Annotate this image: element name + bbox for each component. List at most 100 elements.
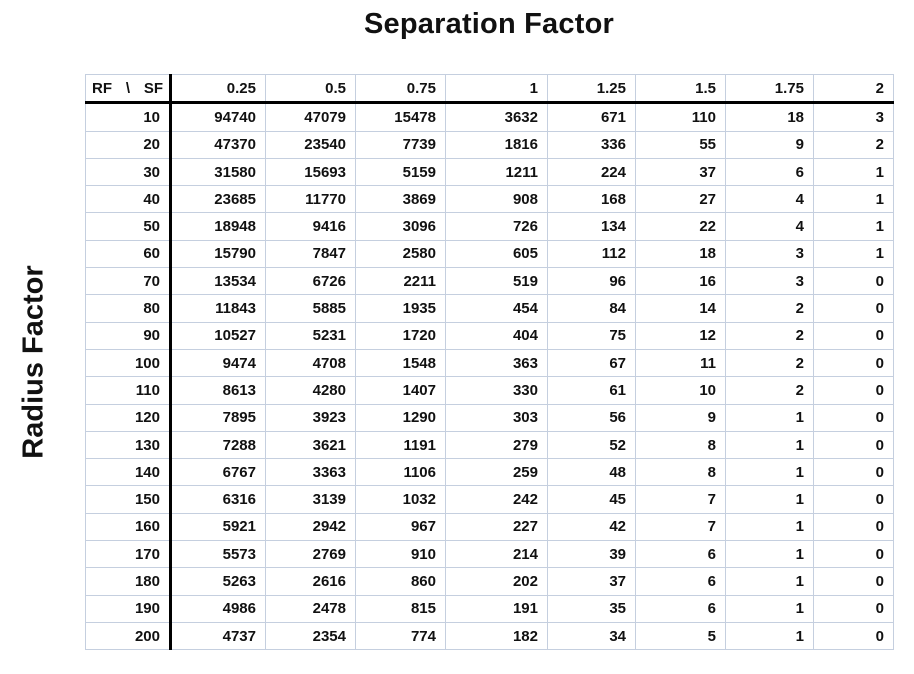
data-cell: 2 (725, 294, 814, 323)
data-cell: 1 (725, 403, 814, 432)
data-cell: 7 (635, 512, 726, 542)
data-cell: 11843 (170, 294, 266, 323)
row-header: 200 (85, 621, 172, 651)
data-cell: 1 (725, 567, 814, 596)
data-cell: 7895 (170, 403, 266, 432)
data-cell: 3 (725, 239, 814, 269)
row-header: 50 (85, 212, 172, 241)
data-cell: 3363 (265, 458, 356, 487)
column-header: 1.75 (725, 73, 814, 105)
data-cell: 134 (547, 212, 636, 241)
data-cell: 75 (547, 321, 636, 350)
data-cell: 860 (355, 567, 446, 596)
data-cell: 0 (813, 512, 894, 542)
row-header: 30 (85, 157, 172, 187)
data-cell: 13534 (170, 267, 266, 296)
data-cell: 9 (635, 403, 726, 432)
data-cell: 47079 (265, 102, 356, 132)
table-row: 140 6767 3363 1106 259 48 8 1 0 (85, 458, 894, 487)
data-cell: 0 (813, 458, 894, 487)
data-cell: 4 (725, 185, 814, 214)
data-cell: 3 (813, 102, 894, 132)
data-cell: 1 (813, 212, 894, 241)
data-cell: 1935 (355, 294, 446, 323)
data-cell: 0 (813, 485, 894, 514)
data-cell: 3 (725, 267, 814, 296)
data-cell: 0 (813, 621, 894, 651)
data-cell: 224 (547, 157, 636, 187)
data-cell: 15478 (355, 102, 446, 132)
data-cell: 10527 (170, 321, 266, 350)
data-cell: 47370 (170, 130, 266, 159)
data-cell: 1106 (355, 458, 446, 487)
data-cell: 1548 (355, 348, 446, 378)
data-cell: 3621 (265, 430, 356, 460)
data-cell: 18 (635, 239, 726, 269)
data-cell: 0 (813, 403, 894, 432)
data-cell: 2 (813, 130, 894, 159)
row-header: 70 (85, 267, 172, 296)
data-cell: 9474 (170, 348, 266, 378)
corner-cell: RF \ SF (85, 73, 172, 105)
data-cell: 908 (445, 185, 548, 214)
data-cell: 2211 (355, 267, 446, 296)
data-cell: 1290 (355, 403, 446, 432)
data-cell: 4986 (170, 594, 266, 623)
page-title: Separation Factor (364, 8, 614, 40)
data-cell: 1191 (355, 430, 446, 460)
data-cell: 4737 (170, 621, 266, 651)
data-cell: 61 (547, 376, 636, 405)
row-header: 100 (85, 348, 172, 378)
data-cell: 84 (547, 294, 636, 323)
column-header: 1.25 (547, 73, 636, 105)
data-cell: 6726 (265, 267, 356, 296)
data-cell: 0 (813, 430, 894, 460)
table-row: 60 15790 7847 2580 605 112 18 3 1 (85, 239, 894, 269)
data-cell: 45 (547, 485, 636, 514)
data-cell: 336 (547, 130, 636, 159)
data-cell: 10 (635, 376, 726, 405)
data-cell: 27 (635, 185, 726, 214)
data-cell: 2 (725, 376, 814, 405)
column-header: 1.5 (635, 73, 726, 105)
data-cell: 42 (547, 512, 636, 542)
data-cell: 0 (813, 294, 894, 323)
data-cell: 7847 (265, 239, 356, 269)
data-cell: 1 (725, 621, 814, 651)
data-cell: 15693 (265, 157, 356, 187)
data-cell: 9 (725, 130, 814, 159)
table-row: 30 31580 15693 5159 1211 224 37 6 1 (85, 157, 894, 187)
data-cell: 330 (445, 376, 548, 405)
data-cell: 726 (445, 212, 548, 241)
data-cell: 6 (725, 157, 814, 187)
data-cell: 191 (445, 594, 548, 623)
data-cell: 1816 (445, 130, 548, 159)
data-cell: 774 (355, 621, 446, 651)
column-header: 0.5 (265, 73, 356, 105)
table-row: 40 23685 11770 3869 908 168 27 4 1 (85, 185, 894, 214)
data-cell: 67 (547, 348, 636, 378)
table-row: 10 94740 47079 15478 3632 671 110 18 3 (85, 102, 894, 132)
data-cell: 18 (725, 102, 814, 132)
table-row: 70 13534 6726 2211 519 96 16 3 0 (85, 267, 894, 296)
data-cell: 454 (445, 294, 548, 323)
data-cell: 0 (813, 567, 894, 596)
table-row: 180 5263 2616 860 202 37 6 1 0 (85, 567, 894, 596)
data-cell: 34 (547, 621, 636, 651)
data-cell: 5 (635, 621, 726, 651)
data-cell: 227 (445, 512, 548, 542)
column-header: 0.25 (170, 73, 266, 105)
data-cell: 1 (813, 157, 894, 187)
data-cell: 12 (635, 321, 726, 350)
data-cell: 6316 (170, 485, 266, 514)
table-row: 170 5573 2769 910 214 39 6 1 0 (85, 540, 894, 569)
data-cell: 6 (635, 540, 726, 569)
data-cell: 35 (547, 594, 636, 623)
data-cell: 6 (635, 594, 726, 623)
data-cell: 2 (725, 348, 814, 378)
data-cell: 7 (635, 485, 726, 514)
row-header: 80 (85, 294, 172, 323)
corner-row-label: RF (92, 79, 112, 97)
data-cell: 23685 (170, 185, 266, 214)
